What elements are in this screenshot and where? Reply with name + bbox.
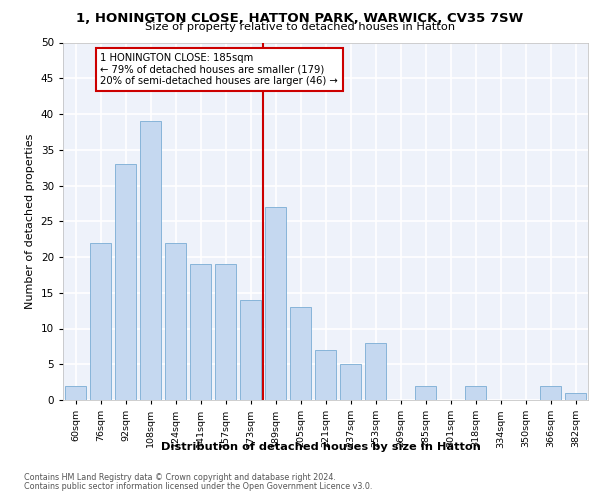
Bar — [215, 264, 236, 400]
Bar — [340, 364, 361, 400]
Bar — [115, 164, 136, 400]
Text: Contains public sector information licensed under the Open Government Licence v3: Contains public sector information licen… — [24, 482, 373, 491]
Bar — [190, 264, 211, 400]
Bar — [290, 307, 311, 400]
Bar — [265, 207, 286, 400]
Bar — [565, 393, 586, 400]
Bar — [90, 242, 111, 400]
Text: Distribution of detached houses by size in Hatton: Distribution of detached houses by size … — [161, 442, 481, 452]
Bar — [140, 121, 161, 400]
Bar — [465, 386, 486, 400]
Text: 1, HONINGTON CLOSE, HATTON PARK, WARWICK, CV35 7SW: 1, HONINGTON CLOSE, HATTON PARK, WARWICK… — [76, 12, 524, 26]
Bar — [240, 300, 261, 400]
Text: 1 HONINGTON CLOSE: 185sqm
← 79% of detached houses are smaller (179)
20% of semi: 1 HONINGTON CLOSE: 185sqm ← 79% of detac… — [101, 53, 338, 86]
Bar — [165, 242, 186, 400]
Text: Contains HM Land Registry data © Crown copyright and database right 2024.: Contains HM Land Registry data © Crown c… — [24, 472, 336, 482]
Text: Size of property relative to detached houses in Hatton: Size of property relative to detached ho… — [145, 22, 455, 32]
Bar — [65, 386, 86, 400]
Bar — [365, 343, 386, 400]
Y-axis label: Number of detached properties: Number of detached properties — [25, 134, 35, 309]
Bar — [315, 350, 336, 400]
Bar — [415, 386, 436, 400]
Bar — [540, 386, 561, 400]
